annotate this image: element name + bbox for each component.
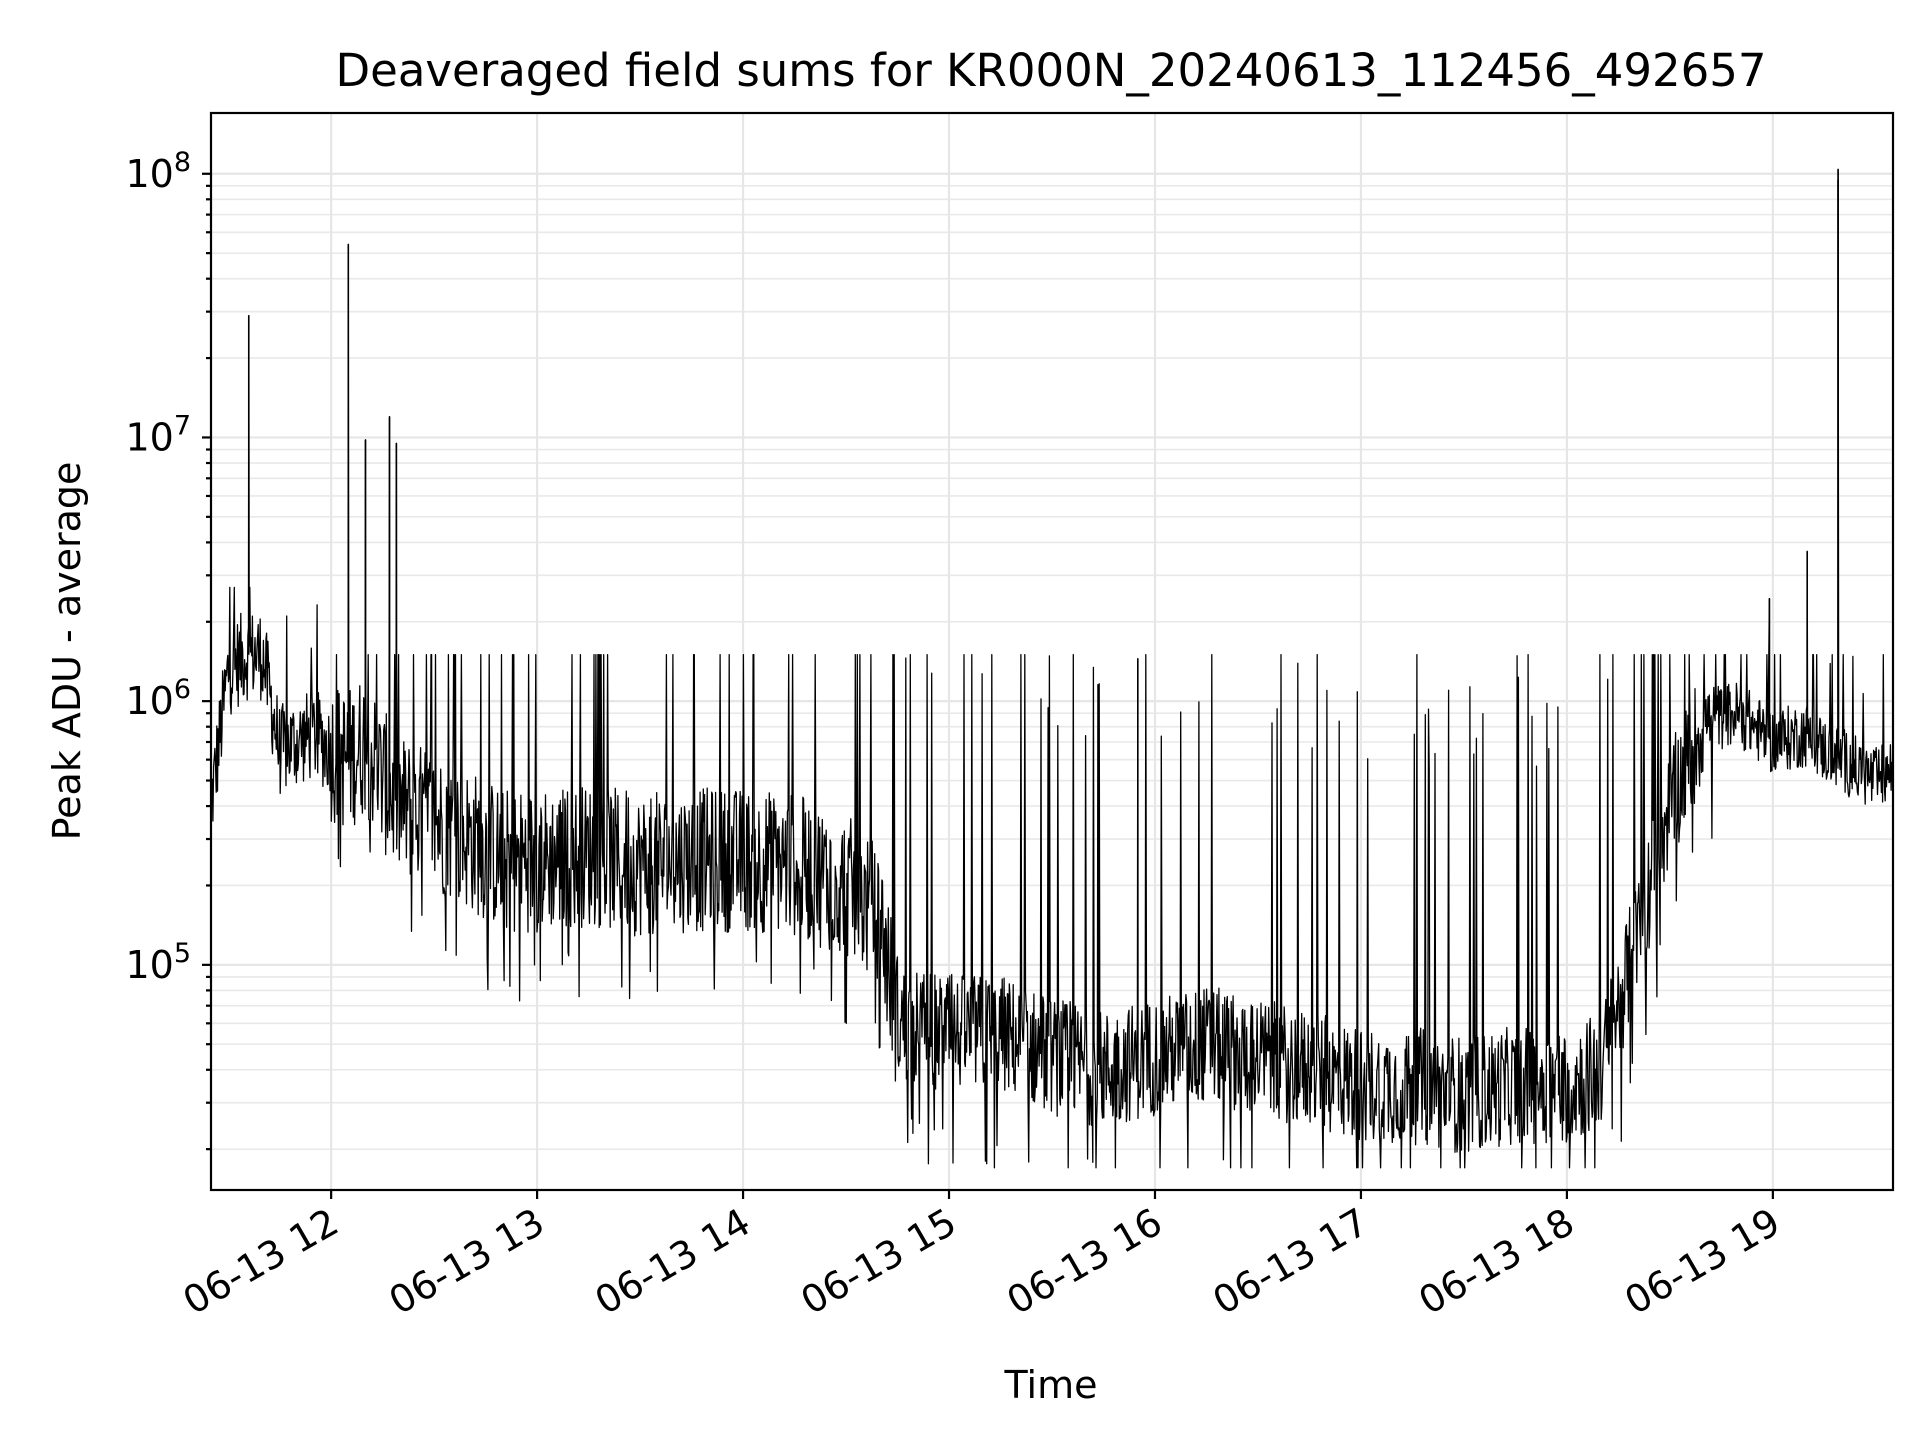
y-tick-label: 105 [125, 938, 191, 987]
plot-frame [209, 111, 1895, 1192]
y-tick-label: 107 [125, 410, 191, 459]
y-axis: 105 106 107 108 [125, 147, 211, 1151]
x-axis-label: Time [1004, 1363, 1098, 1407]
series-line [210, 168, 1894, 1169]
chart-title: Deaveraged field sums for KR000N_2024061… [336, 44, 1767, 97]
y-tick-label: 108 [125, 147, 191, 196]
data-series [210, 168, 1894, 1169]
y-tick-label: 106 [125, 674, 191, 723]
y-axis-label: Peak ADU - average [45, 462, 89, 841]
